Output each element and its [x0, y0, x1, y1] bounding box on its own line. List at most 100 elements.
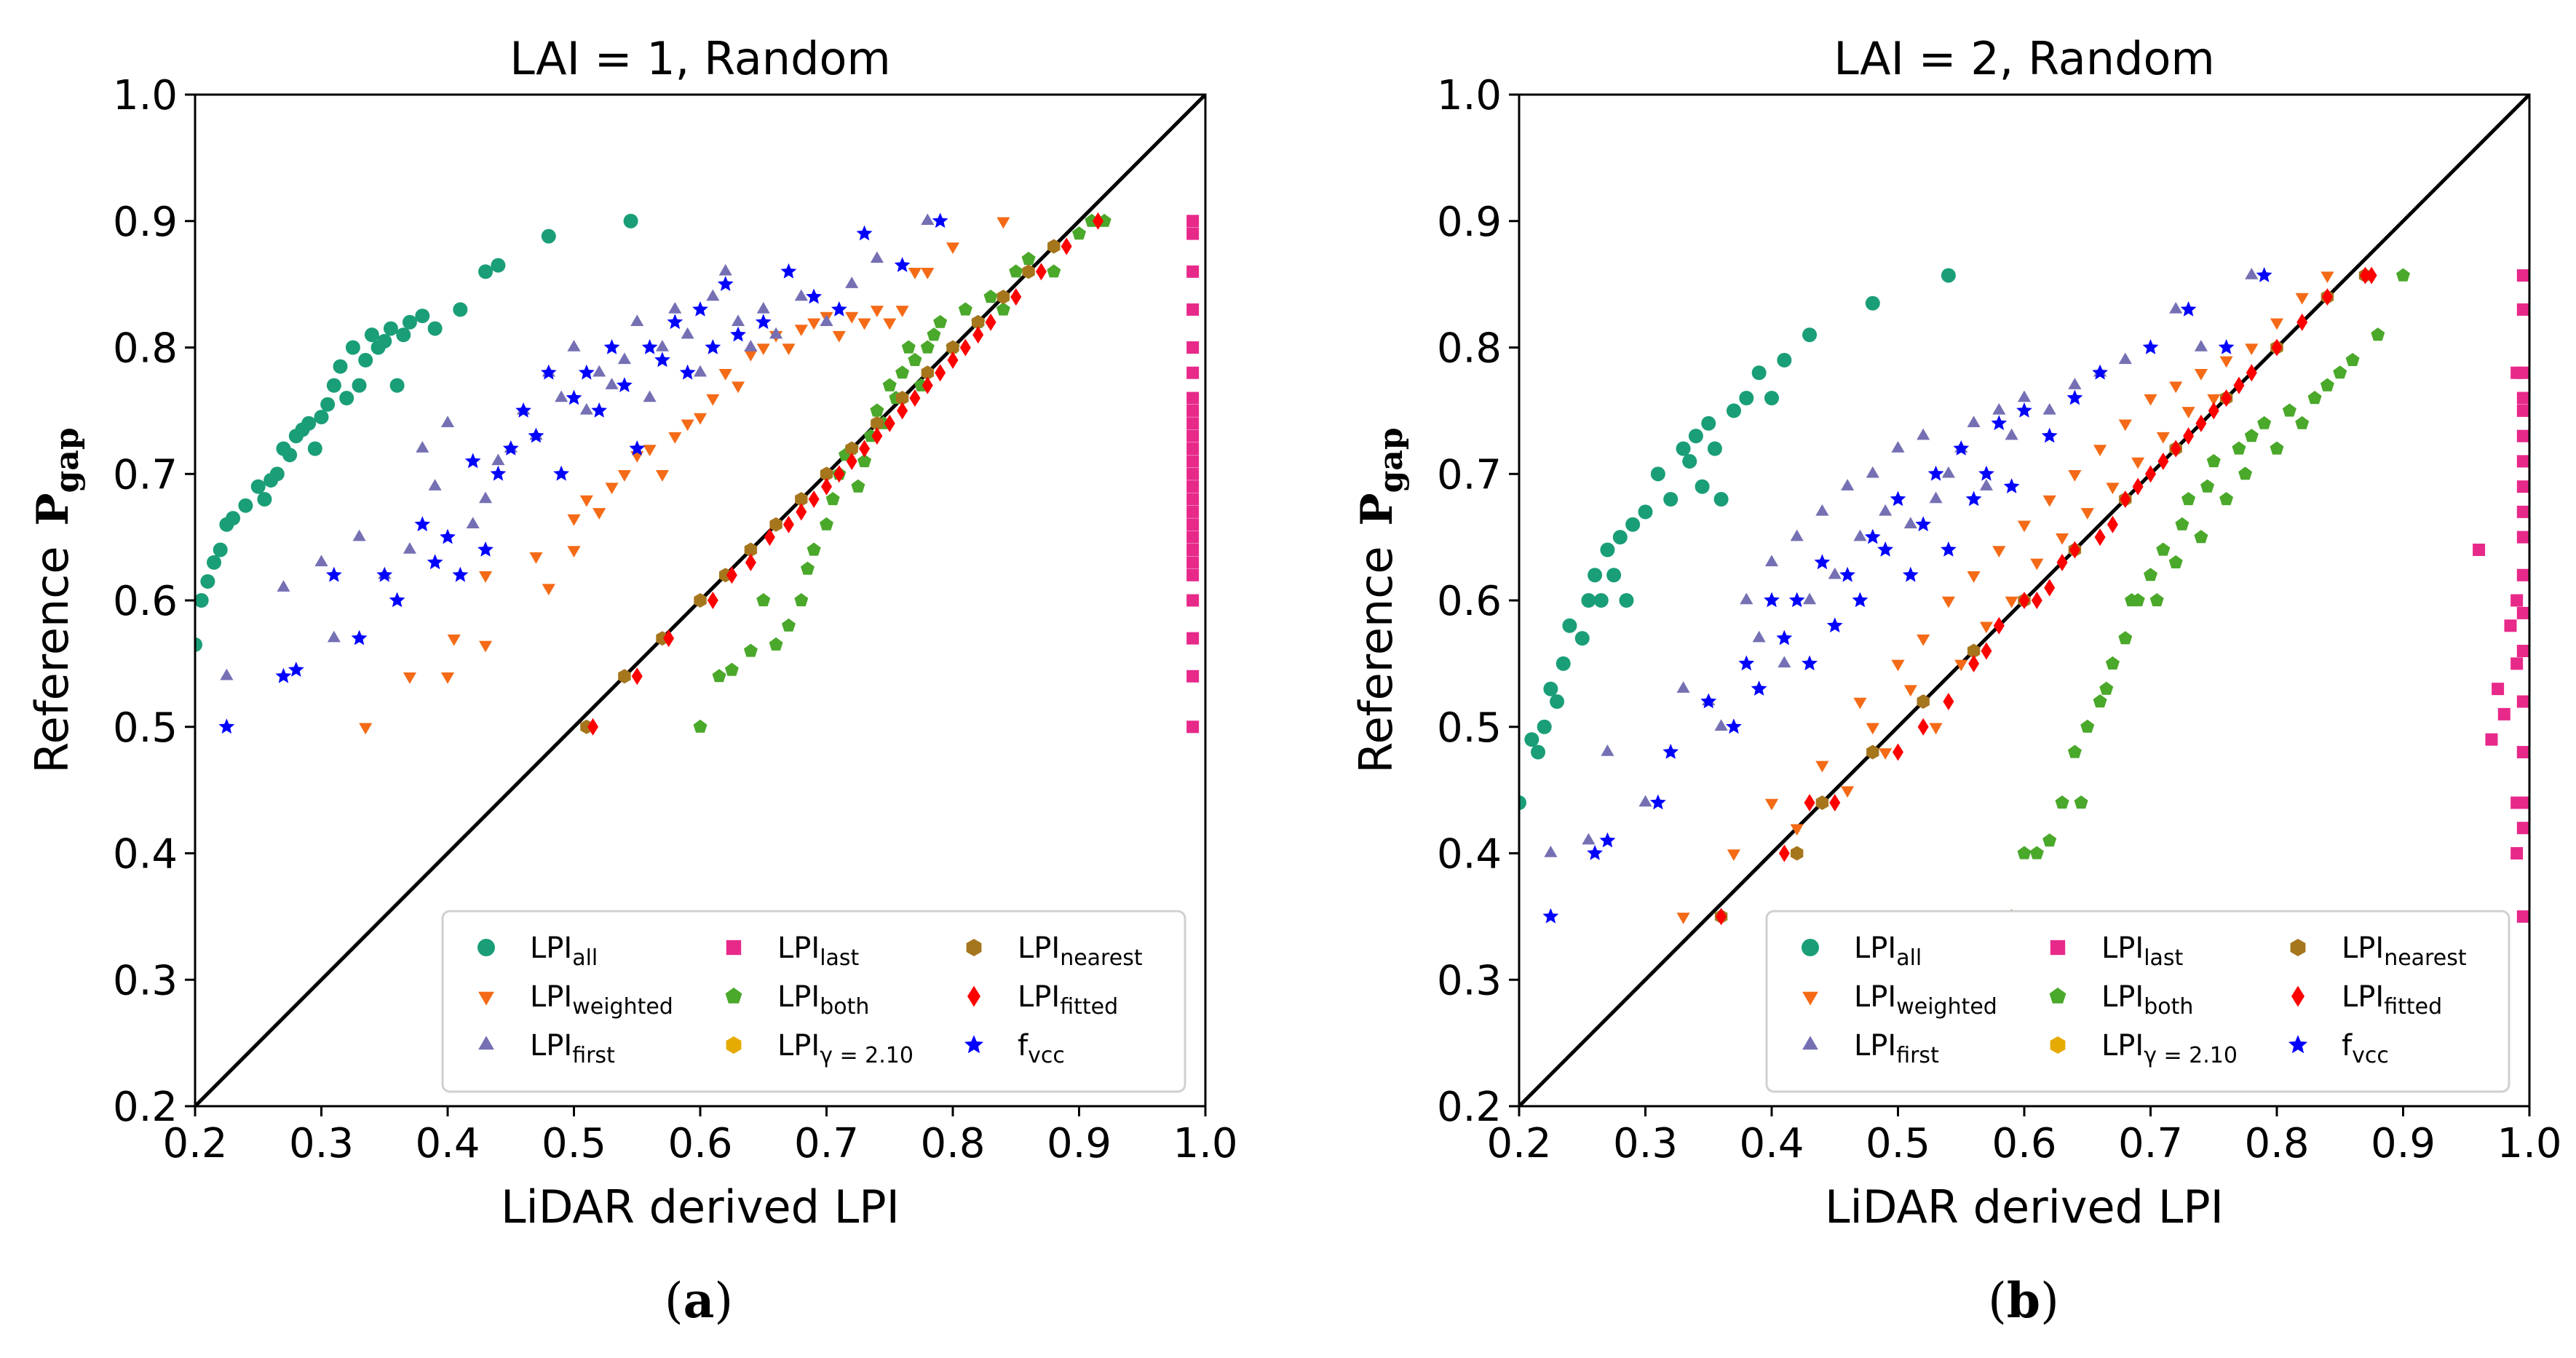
data-point-vcc: [351, 630, 368, 646]
data-point-weighted: [2042, 495, 2056, 507]
series-first: [220, 213, 935, 680]
data-point-vcc: [490, 465, 507, 481]
data-point-nearest: [1791, 846, 1804, 861]
data-point-weighted: [732, 381, 745, 394]
data-point-fitted: [1968, 654, 1980, 672]
data-point-all: [213, 542, 228, 557]
data-point-all: [1574, 631, 1590, 646]
data-point-last: [2516, 269, 2529, 282]
data-point-fitted: [2132, 477, 2144, 496]
data-point-all: [389, 378, 405, 393]
data-point-both: [2282, 403, 2296, 417]
data-point-first: [2169, 301, 2183, 314]
legend-marker-last: [2050, 940, 2066, 956]
data-point-first: [2005, 428, 2018, 440]
data-point-last: [2473, 544, 2486, 556]
legend-marker-nearest: [2290, 939, 2306, 956]
data-point-weighted: [857, 318, 871, 330]
data-point-first: [668, 301, 682, 314]
chart-title: LAI = 2, Random: [1834, 32, 2215, 85]
data-point-weighted: [440, 672, 455, 684]
data-point-vcc: [629, 440, 646, 456]
legend-marker-fitted: [967, 985, 980, 1007]
y-tick-label: 0.9: [1437, 199, 1502, 246]
data-point-first: [1941, 466, 1955, 478]
data-point-fitted: [947, 351, 959, 369]
legend-marker-gamma: [726, 1036, 742, 1054]
legend-item-both: LPIboth: [725, 980, 869, 1020]
x-tick-label: 0.5: [1866, 1120, 1930, 1167]
data-point-weighted: [1841, 786, 1855, 798]
data-point-first: [845, 277, 859, 288]
legend-label-vcc: fvcc: [1018, 1029, 1065, 1068]
data-point-first: [1544, 846, 1558, 857]
data-point-last: [1186, 442, 1200, 455]
data-point-vcc: [578, 364, 595, 380]
legend: LPIall LPIweighted LPIfirst LPIlast LPIboth L…: [1765, 910, 2510, 1093]
data-point-both: [2295, 416, 2310, 429]
y-tick-label: 0.2: [1437, 1084, 1502, 1131]
data-point-all: [250, 479, 266, 494]
y-tick-label: 0.4: [113, 831, 178, 878]
data-point-last: [1186, 341, 1200, 354]
data-point-weighted: [2156, 432, 2170, 444]
data-point-all: [1612, 530, 1628, 545]
data-point-last: [2516, 796, 2529, 809]
data-point-weighted: [1941, 596, 1955, 608]
legend-item-first: LPIfirst: [478, 1029, 615, 1068]
series-fitted: [587, 212, 1104, 736]
data-point-vcc: [717, 276, 734, 291]
data-point-both: [2042, 833, 2057, 847]
data-point-all: [1537, 719, 1552, 734]
data-point-weighted: [2131, 457, 2145, 469]
data-point-weighted: [655, 470, 669, 482]
data-point-weighted: [1764, 798, 1779, 811]
data-point-last: [2516, 303, 2529, 316]
data-point-vcc: [275, 667, 292, 683]
data-point-fitted: [782, 515, 794, 533]
data-point-first: [744, 340, 758, 352]
data-point-vcc: [2180, 301, 2197, 317]
data-point-all: [402, 314, 417, 330]
data-point-first: [466, 517, 480, 528]
data-point-first: [1764, 555, 1779, 567]
data-point-first: [1601, 744, 1614, 756]
legend-label-fitted: LPIfitted: [1018, 980, 1118, 1020]
data-point-first: [567, 340, 581, 352]
data-point-all: [453, 302, 468, 317]
data-point-first: [1879, 504, 1893, 516]
x-tick-label: 0.8: [2244, 1120, 2309, 1167]
data-point-last: [1186, 480, 1200, 493]
legend-item-last: LPIlast: [2050, 932, 2184, 971]
y-axis-label: ReferencePgap: [1350, 427, 1410, 773]
x-tick-label: 0.7: [794, 1120, 859, 1167]
data-point-fitted: [1893, 743, 1903, 761]
data-point-vcc: [1649, 794, 1666, 810]
data-point-weighted: [782, 344, 796, 355]
y-tick-label: 1.0: [1437, 72, 1502, 119]
data-point-first: [1638, 795, 1652, 807]
x-axis-label: LiDAR derived LPI: [501, 1180, 900, 1234]
data-point-both: [2168, 555, 2183, 568]
data-point-vcc: [389, 592, 405, 608]
data-point-first: [1992, 402, 2006, 415]
series-vcc: [1542, 267, 2272, 924]
data-point-vcc: [1726, 718, 1742, 734]
data-point-all: [352, 378, 367, 393]
data-point-both: [882, 378, 897, 392]
legend-marker-weighted: [1802, 991, 1818, 1006]
data-point-vcc: [932, 213, 948, 229]
data-point-both: [2055, 795, 2069, 809]
data-point-all: [1638, 504, 1653, 520]
data-point-vcc: [1978, 465, 1994, 481]
data-point-first: [706, 289, 720, 301]
y-tick-label: 0.8: [1437, 325, 1502, 373]
data-point-vcc: [1764, 592, 1780, 608]
data-point-weighted: [946, 242, 960, 254]
data-point-fitted: [1943, 693, 1954, 710]
legend-marker-last: [726, 940, 742, 956]
data-point-first: [352, 529, 366, 541]
data-point-first: [2245, 268, 2259, 279]
data-point-both: [2156, 542, 2171, 556]
data-point-weighted: [447, 634, 461, 646]
